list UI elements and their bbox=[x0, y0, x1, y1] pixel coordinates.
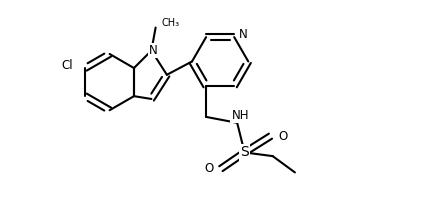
Text: Cl: Cl bbox=[62, 59, 73, 71]
Text: O: O bbox=[278, 130, 287, 143]
Text: CH₃: CH₃ bbox=[162, 18, 180, 28]
Text: N: N bbox=[239, 28, 247, 41]
Text: NH: NH bbox=[231, 109, 249, 122]
Text: S: S bbox=[240, 145, 249, 159]
Text: O: O bbox=[204, 162, 214, 175]
Text: N: N bbox=[149, 44, 158, 57]
